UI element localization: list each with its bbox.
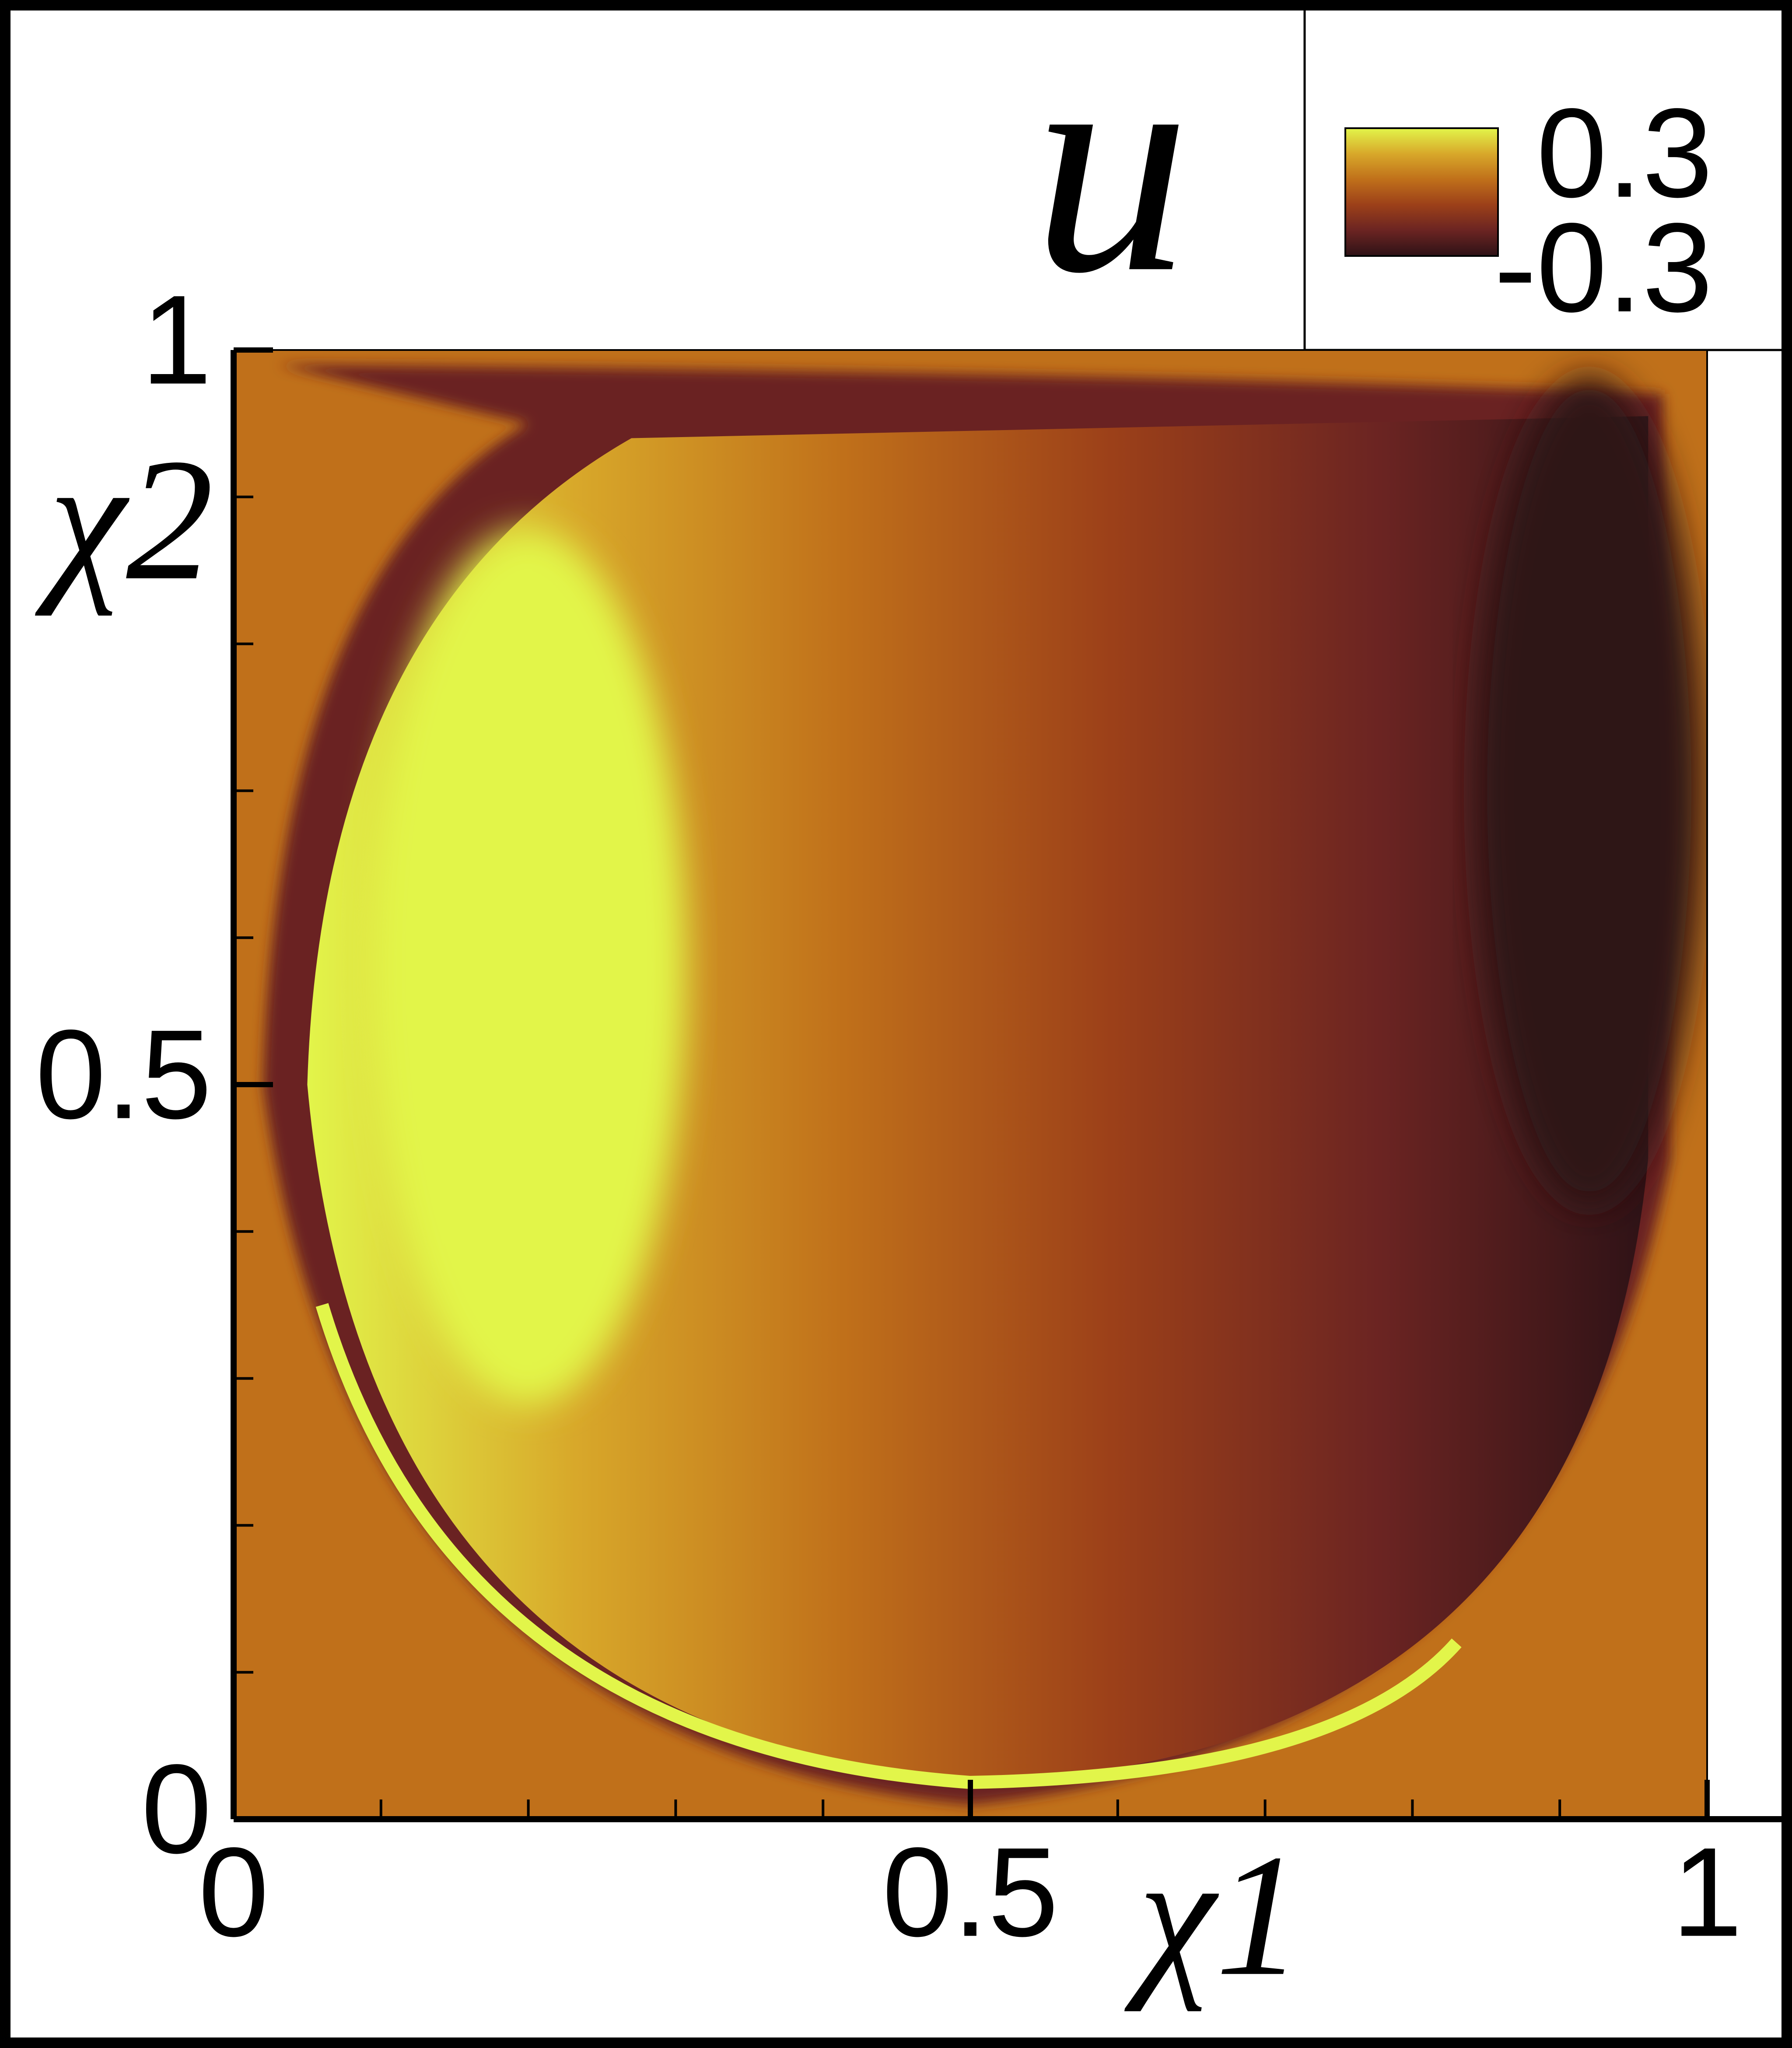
bottom-jet xyxy=(315,1303,1462,1789)
x-tick-label: 1 xyxy=(1672,1821,1742,1963)
y-tick-label: 1 xyxy=(141,269,212,411)
colorbar-rect xyxy=(1344,127,1499,257)
colorbar-label: 0.3 xyxy=(1536,82,1713,224)
x-tick-label: 0 xyxy=(198,1821,269,1963)
colorbar-label: -0.3 xyxy=(1494,197,1713,339)
y-tick-label: 0 xyxy=(141,1738,212,1880)
x-axis-label: χ1 xyxy=(1122,1818,1303,2013)
y-axis-label: χ2 xyxy=(33,423,214,617)
chart-title: u xyxy=(1032,0,1190,337)
positive-core xyxy=(371,529,686,1405)
negative-core xyxy=(1475,375,1703,1207)
contour-field xyxy=(234,350,1707,1819)
y-tick-label: 0.5 xyxy=(35,1004,212,1145)
colorbar: 0.3-0.3 xyxy=(1344,82,1713,339)
x-tick-label: 0.5 xyxy=(882,1821,1058,1963)
